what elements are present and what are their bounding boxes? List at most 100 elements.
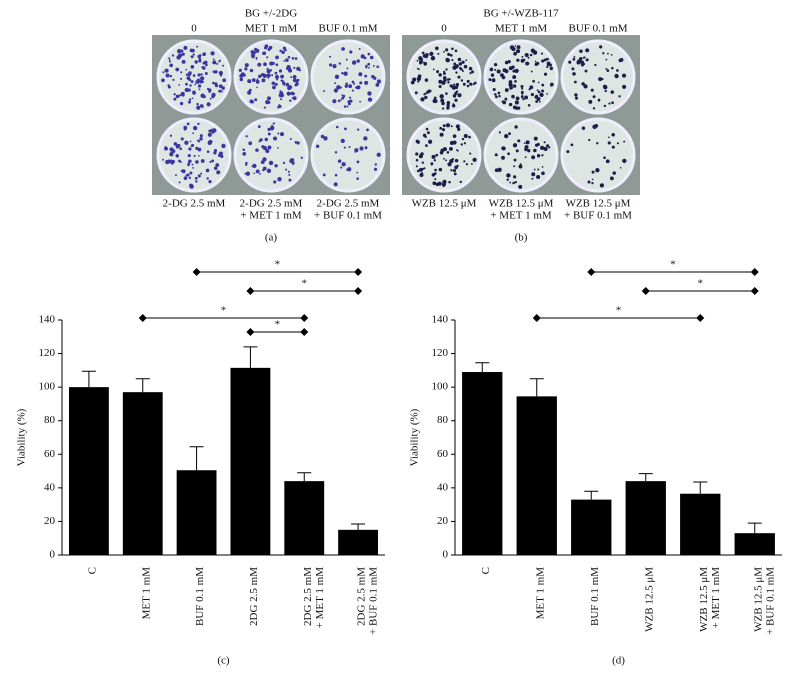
colony — [546, 144, 550, 148]
colony — [532, 79, 535, 83]
significance-end — [532, 314, 541, 322]
colony — [294, 57, 298, 60]
colony — [457, 75, 461, 79]
colony — [497, 167, 502, 172]
colony — [292, 75, 297, 79]
colony — [424, 78, 429, 82]
panel-label: (d) — [612, 655, 625, 667]
error-bar — [189, 446, 204, 471]
colony — [419, 167, 423, 172]
colony — [566, 150, 570, 154]
y-axis-label: Viability (%) — [409, 408, 421, 466]
significance-end — [354, 268, 363, 276]
colony — [611, 145, 615, 149]
colony — [454, 158, 459, 163]
colony — [199, 137, 203, 141]
colony — [460, 143, 464, 146]
colony — [180, 91, 185, 96]
colony — [353, 82, 356, 85]
colony — [164, 68, 169, 73]
colony — [460, 79, 464, 82]
colony — [202, 52, 206, 56]
colony — [171, 54, 175, 57]
colony — [168, 60, 171, 63]
colony — [494, 68, 497, 71]
colony — [531, 155, 536, 160]
colony — [469, 72, 472, 75]
colony — [196, 105, 201, 110]
colony — [210, 142, 212, 145]
colony — [611, 101, 614, 105]
colony — [257, 62, 262, 67]
colony — [185, 68, 188, 71]
colony — [169, 63, 173, 68]
colony — [607, 52, 609, 55]
colony — [516, 49, 521, 54]
colony — [581, 126, 586, 130]
colony — [495, 95, 498, 99]
colony — [250, 50, 255, 54]
colony — [212, 70, 215, 73]
colony — [267, 132, 271, 136]
colony — [515, 96, 520, 101]
colony — [438, 84, 442, 88]
colony — [344, 84, 348, 88]
colony — [461, 137, 465, 141]
colony — [513, 175, 517, 179]
bar — [516, 396, 557, 555]
colony — [211, 129, 215, 134]
x-tick-label: WZB 12.5 μM — [752, 567, 764, 632]
colony — [410, 80, 415, 85]
colony — [345, 58, 348, 61]
well-label: + BUF 0.1 mM — [314, 210, 382, 222]
colony — [512, 84, 517, 88]
colony — [212, 60, 217, 65]
colony — [197, 54, 202, 59]
colony — [200, 105, 204, 108]
well-label: MET 1 mM — [495, 23, 548, 35]
colony — [246, 64, 249, 67]
well-label: + MET 1 mM — [490, 210, 552, 222]
colony — [451, 104, 456, 108]
colony — [198, 155, 200, 157]
colony — [351, 89, 354, 92]
colony — [283, 83, 286, 86]
colony — [188, 71, 192, 75]
colony — [222, 78, 226, 83]
colony — [351, 60, 357, 65]
colony — [267, 47, 271, 51]
x-tick-label: C — [86, 567, 98, 574]
colony — [598, 77, 603, 82]
colony — [490, 73, 495, 77]
colony — [343, 105, 347, 108]
y-tick-label: 100 — [432, 381, 449, 393]
error-bar — [584, 490, 599, 500]
colony — [466, 84, 470, 88]
well-label: + BUF 0.1 mM — [564, 210, 632, 222]
colony — [341, 47, 345, 51]
x-tick-label: BUF 0.1 mM — [194, 567, 206, 626]
colony — [218, 60, 221, 63]
colony — [287, 170, 290, 173]
colony — [543, 58, 547, 62]
colony — [431, 173, 436, 177]
colony — [348, 146, 351, 148]
colony — [187, 153, 191, 158]
colony — [588, 99, 593, 104]
colony — [165, 73, 170, 78]
colony — [513, 158, 517, 162]
colony — [541, 154, 544, 157]
colony — [263, 106, 266, 109]
colony — [185, 73, 189, 76]
colony — [421, 161, 425, 164]
colony — [426, 90, 430, 94]
colony — [440, 98, 445, 103]
colony — [492, 88, 496, 92]
y-tick-label: 140 — [39, 314, 56, 326]
colony — [414, 91, 418, 95]
y-tick-label: 140 — [432, 314, 449, 326]
colony — [450, 169, 453, 172]
colony — [448, 78, 451, 81]
colony — [430, 55, 436, 61]
